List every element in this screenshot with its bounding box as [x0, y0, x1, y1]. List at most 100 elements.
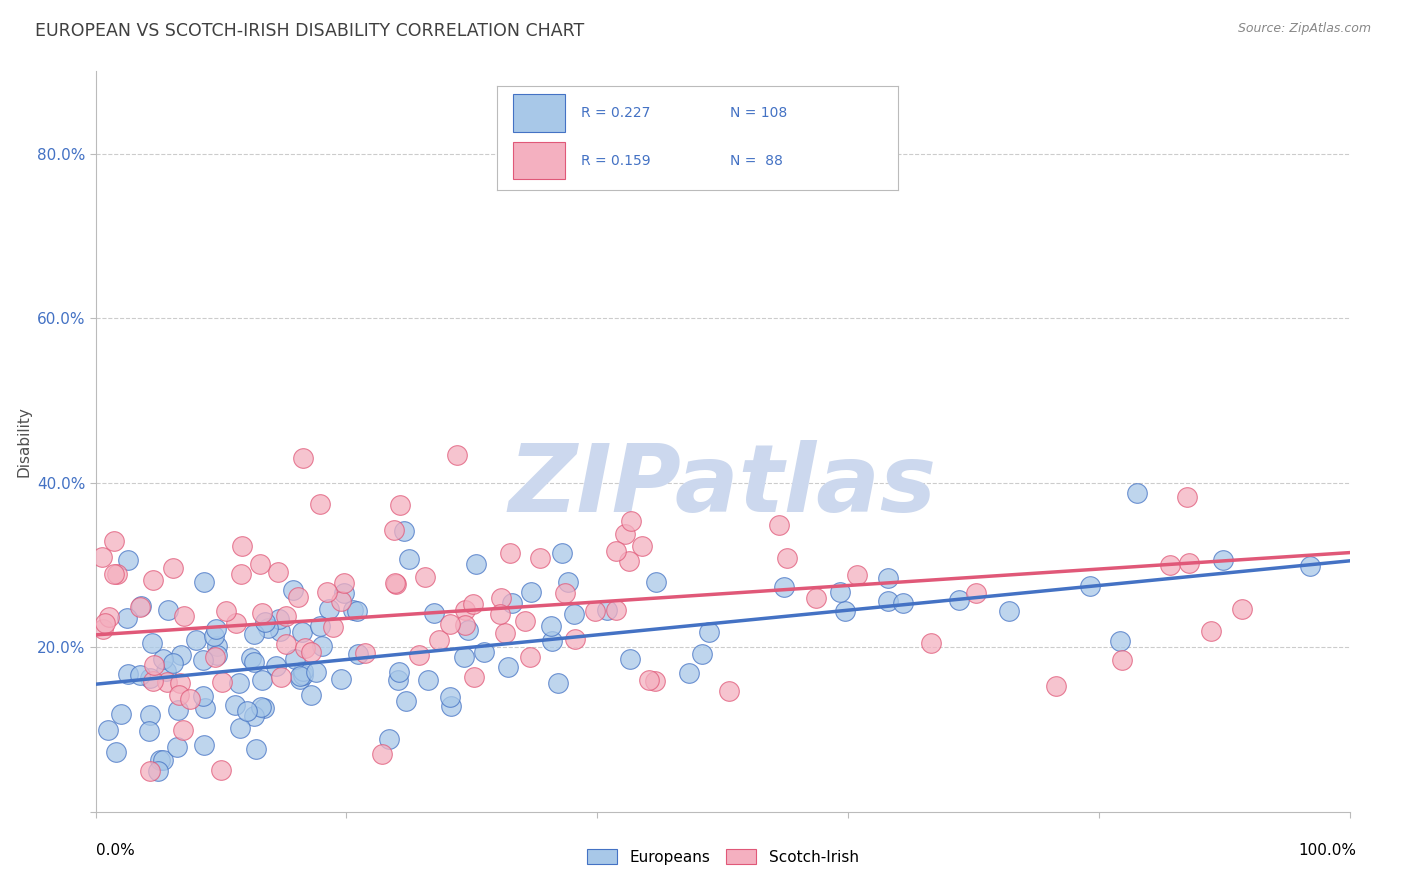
Point [152, 652, 174, 666]
Point [231, 539, 253, 553]
Point [239, 650, 262, 665]
Point [496, 660, 519, 674]
Point [382, 523, 405, 537]
Point [142, 658, 165, 673]
Point [305, 665, 328, 679]
Point [215, 604, 238, 618]
Point [806, 591, 828, 605]
Point [204, 650, 226, 665]
Point [519, 649, 541, 664]
Point [229, 567, 252, 582]
Point [129, 599, 152, 614]
Point [920, 636, 942, 650]
Text: Source: ZipAtlas.com: Source: ZipAtlas.com [1237, 22, 1371, 36]
Point [249, 700, 271, 714]
Point [93, 616, 115, 631]
Point [1078, 579, 1101, 593]
Point [378, 731, 401, 746]
Point [249, 558, 271, 572]
Point [453, 649, 475, 664]
Point [270, 670, 292, 684]
Point [254, 615, 277, 629]
Point [637, 673, 659, 687]
Point [110, 706, 132, 721]
Point [330, 594, 353, 608]
Point [346, 604, 368, 618]
Point [388, 665, 411, 680]
Point [550, 546, 572, 560]
Point [138, 764, 160, 778]
Point [446, 448, 468, 462]
Point [91, 622, 114, 636]
Point [392, 524, 415, 538]
Point [329, 672, 352, 686]
Point [211, 674, 233, 689]
Point [294, 640, 316, 655]
Point [439, 690, 461, 704]
Point [332, 576, 354, 591]
Point [1159, 558, 1181, 572]
Point [167, 688, 190, 702]
Point [1230, 602, 1253, 616]
Point [152, 753, 174, 767]
Point [191, 653, 214, 667]
Point [156, 675, 179, 690]
Text: 100.0%: 100.0% [1299, 843, 1357, 857]
Text: EUROPEAN VS SCOTCH-IRISH DISABILITY CORRELATION CHART: EUROPEAN VS SCOTCH-IRISH DISABILITY CORR… [35, 22, 585, 40]
Point [408, 648, 430, 663]
Point [209, 763, 232, 777]
Point [250, 607, 273, 621]
Point [583, 604, 606, 618]
Point [332, 586, 354, 600]
Point [166, 703, 188, 717]
Point [1212, 553, 1234, 567]
Point [768, 518, 790, 533]
Point [299, 645, 322, 659]
Point [613, 527, 636, 541]
Point [229, 721, 252, 735]
Point [283, 582, 305, 597]
Point [311, 639, 333, 653]
Point [547, 676, 569, 690]
Point [103, 566, 125, 581]
Point [846, 568, 869, 582]
Point [166, 740, 188, 755]
Point [965, 586, 987, 600]
Point [513, 614, 536, 628]
Point [117, 666, 139, 681]
Point [620, 515, 643, 529]
Point [876, 571, 898, 585]
Legend: Europeans, Scotch-Irish: Europeans, Scotch-Irish [581, 843, 865, 871]
Point [207, 648, 229, 662]
Point [440, 698, 463, 713]
Point [169, 676, 191, 690]
Point [998, 604, 1021, 618]
Point [291, 668, 314, 682]
Point [557, 574, 579, 589]
Point [117, 553, 139, 567]
Point [388, 498, 411, 512]
Point [292, 451, 315, 466]
Point [395, 694, 418, 708]
Point [138, 723, 160, 738]
Point [243, 709, 266, 723]
Point [202, 629, 225, 643]
Point [173, 608, 195, 623]
Point [155, 664, 177, 678]
Point [186, 633, 208, 648]
Point [225, 615, 247, 630]
Point [287, 590, 309, 604]
Point [288, 669, 311, 683]
Point [554, 586, 576, 600]
Point [316, 585, 339, 599]
Point [830, 585, 852, 599]
Point [284, 652, 307, 666]
Point [179, 692, 201, 706]
Point [191, 689, 214, 703]
Point [172, 723, 194, 737]
Point [562, 607, 585, 621]
Point [291, 665, 314, 679]
Point [207, 639, 229, 653]
Point [193, 739, 215, 753]
Point [457, 623, 479, 637]
